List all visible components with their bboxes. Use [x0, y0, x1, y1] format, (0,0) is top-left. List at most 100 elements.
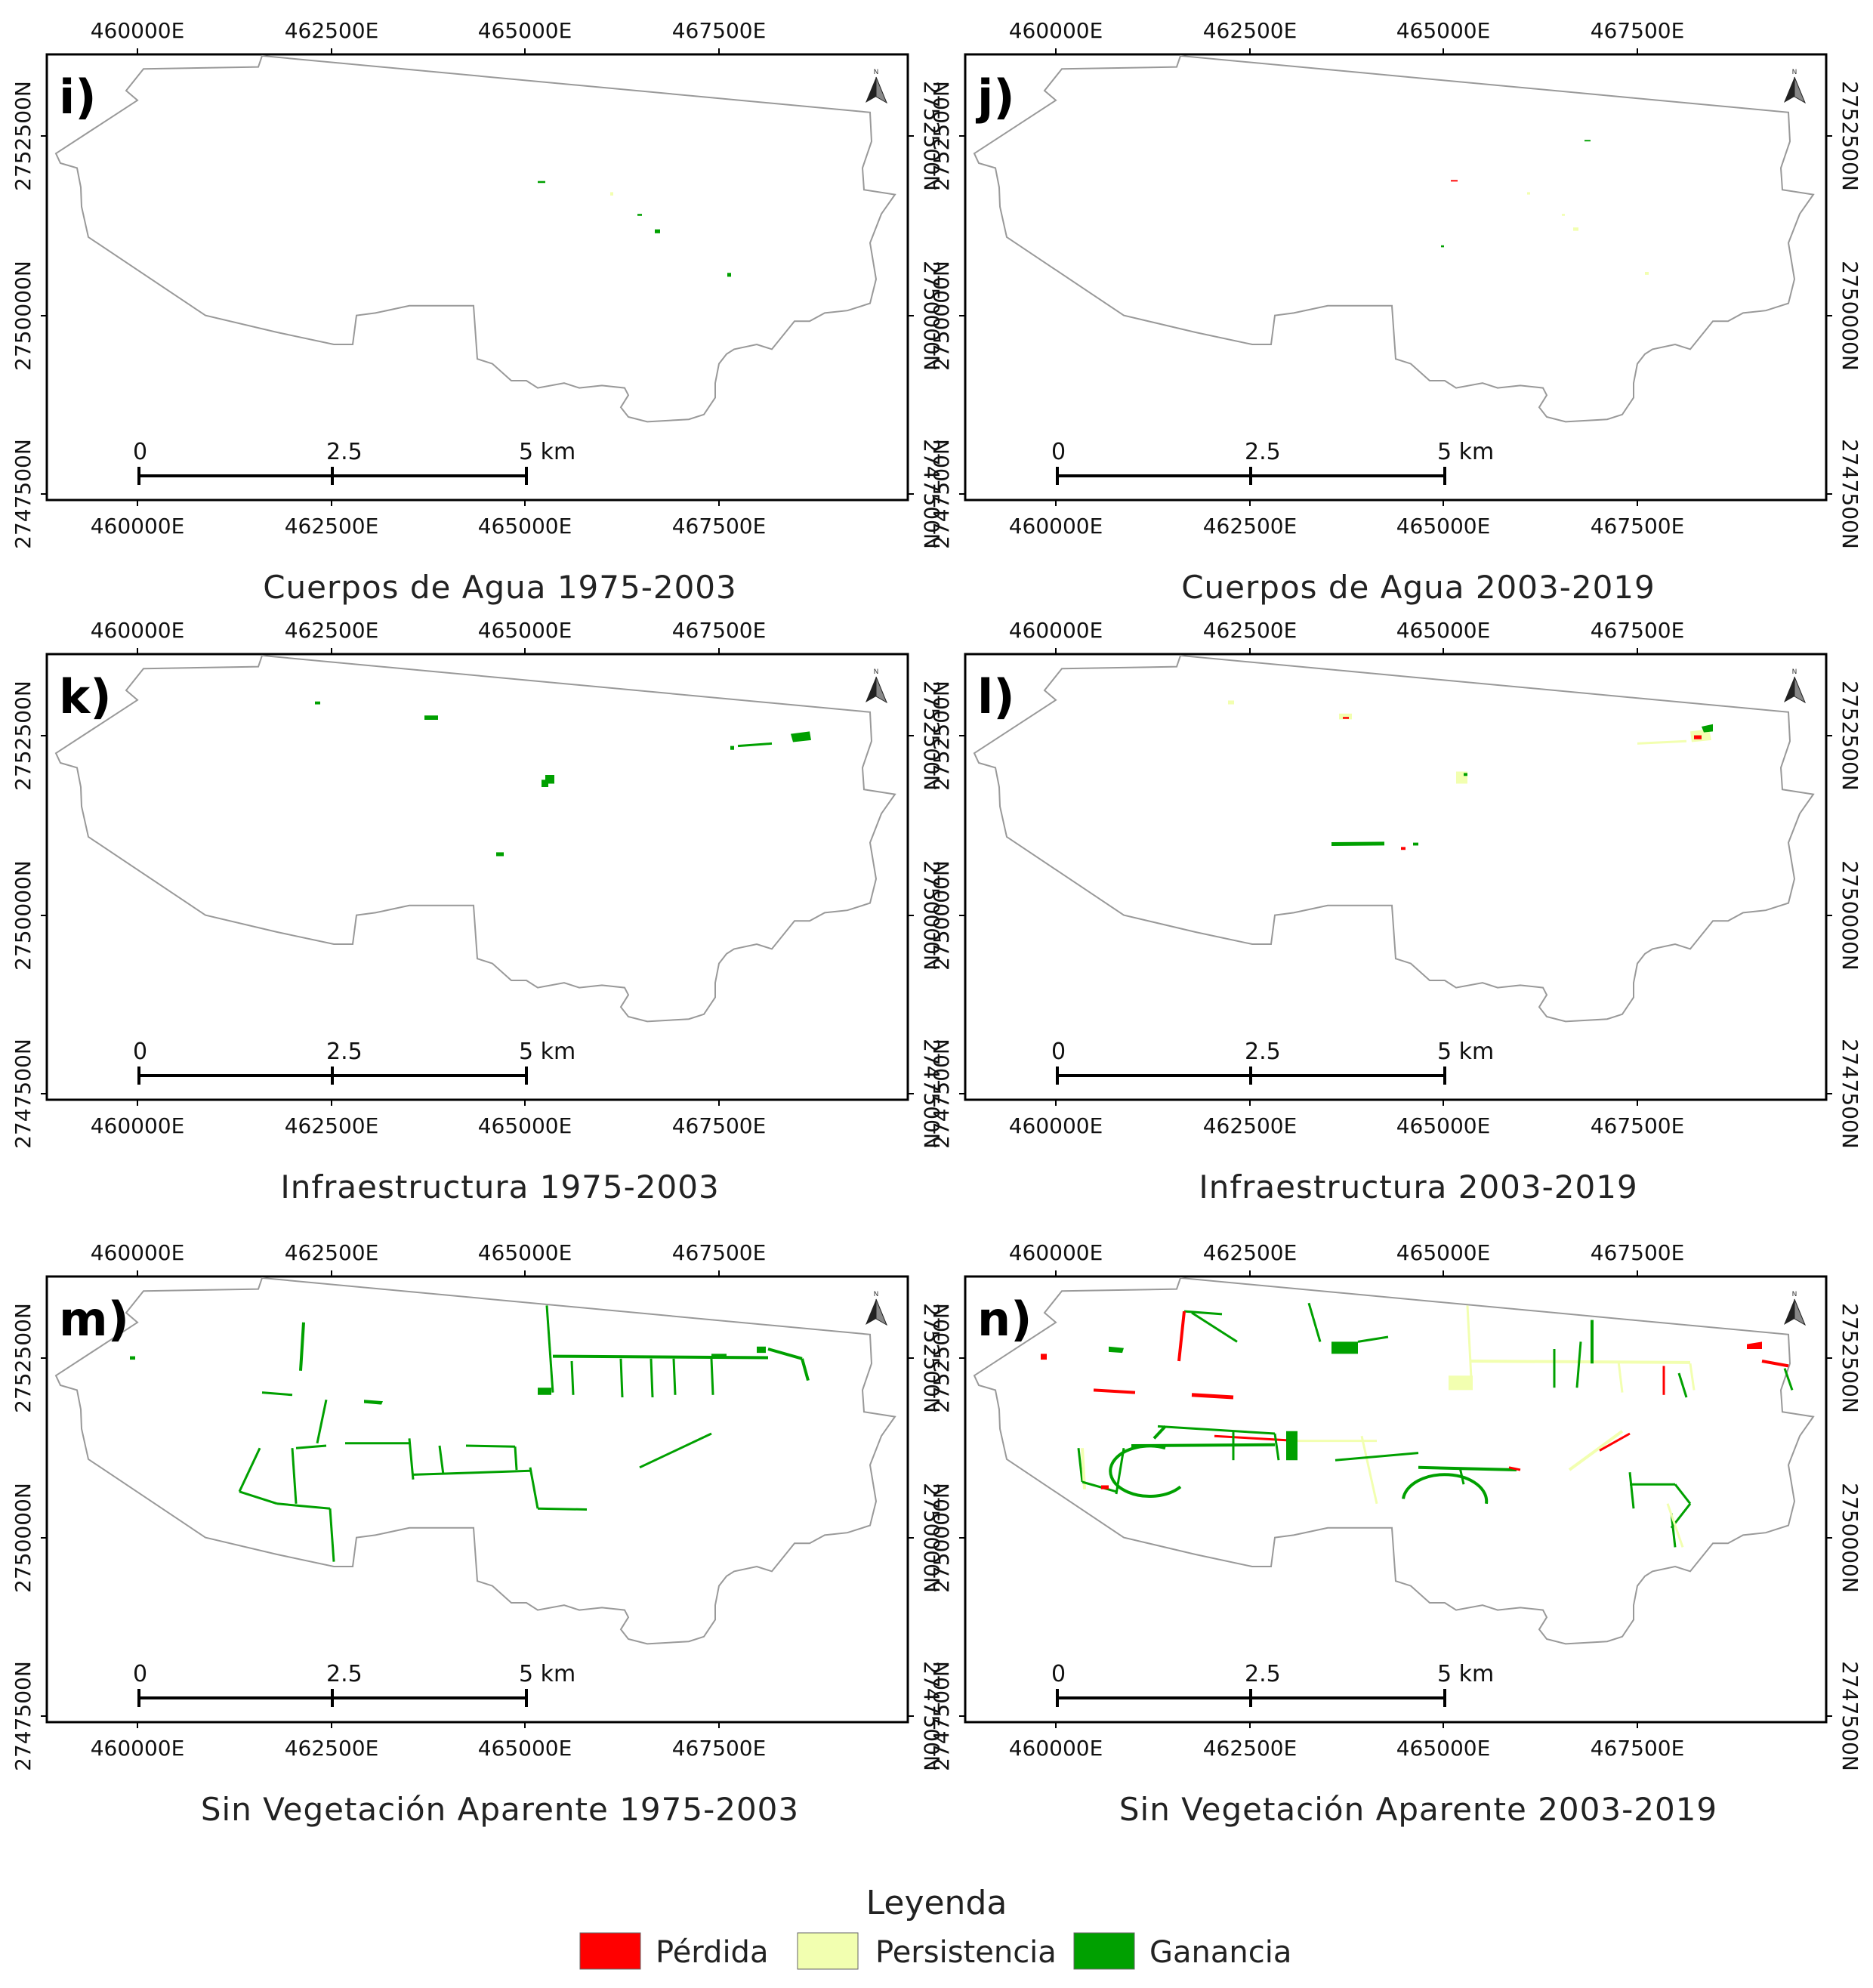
y-tick-label-right: 2747500N [919, 1661, 944, 1771]
change-line-g [1183, 1310, 1223, 1316]
scale-bar-label: 2.5 [1245, 1661, 1281, 1687]
map-panel-i: 460000E 460000E 462500E 462500E 465000E 46500… [11, 18, 944, 606]
x-tick-label-bottom: 467500E [672, 1736, 767, 1761]
x-tick-label-top: 462500E [285, 18, 379, 43]
change-patch-r [1451, 180, 1458, 182]
north-arrow-icon: N [1784, 668, 1807, 704]
x-tick-label-top: 465000E [1396, 1240, 1491, 1265]
change-line-r [1599, 1432, 1631, 1452]
north-arrow-right-half [875, 76, 888, 104]
change-patch-y [610, 192, 613, 196]
change-line-g [529, 1467, 539, 1509]
north-arrow-right-half [875, 1298, 888, 1326]
x-tick-label-bottom: 465000E [1396, 514, 1491, 539]
x-tick-label-bottom: 462500E [1203, 1736, 1298, 1761]
change-line-y [1360, 1435, 1378, 1505]
change-patch-g [711, 1354, 727, 1359]
scale-bar-label: 5 km [519, 1039, 575, 1065]
x-tick-label-bottom: 460000E [1009, 1736, 1103, 1761]
x-tick-label-bottom: 465000E [478, 1113, 572, 1138]
north-arrow-label: N [1792, 1291, 1797, 1298]
change-line-g [1335, 1452, 1419, 1462]
north-arrow-icon: N [866, 69, 888, 104]
y-tick-label-left: 2752500N [11, 681, 35, 791]
y-tick-label-right: 2752500N [1838, 681, 1862, 791]
change-line-g [299, 1322, 305, 1371]
legend: Leyenda Pérdida Persistencia Ganancia [579, 1884, 1291, 1970]
change-arc-g [1403, 1474, 1486, 1504]
x-tick-label-bottom: 462500E [285, 514, 379, 539]
change-patch-g [637, 214, 642, 216]
x-tick-label-top: 462500E [1203, 18, 1298, 43]
x-tick-label-top: 460000E [91, 18, 185, 43]
change-patch-g [538, 1388, 551, 1395]
x-tick-label-top: 467500E [1591, 18, 1685, 43]
map-panel-j: 460000E 460000E 462500E 462500E 465000E 46500… [929, 18, 1862, 606]
north-arrow-left-half [1784, 677, 1794, 702]
change-line-r [1093, 1388, 1136, 1394]
change-line-r [1214, 1434, 1298, 1443]
x-tick-label-top: 467500E [672, 1240, 767, 1265]
change-line-r [1761, 1360, 1789, 1368]
scale-bar-label: 0 [133, 1661, 147, 1687]
map-frame [964, 1275, 1828, 1724]
x-tick-label-top: 465000E [478, 18, 572, 43]
legend-label-perdida: Pérdida [656, 1935, 768, 1970]
change-patch-r [1401, 847, 1406, 850]
study-area-boundary [973, 54, 1815, 423]
x-tick-label-top: 465000E [1396, 18, 1491, 43]
change-line-g [1077, 1448, 1084, 1483]
change-line-g [276, 1502, 331, 1510]
map-frame [45, 53, 909, 502]
change-line-g [710, 1358, 714, 1395]
scale-bar: 0 2.5 5 km [133, 1661, 575, 1707]
panel-letter: k) [59, 669, 112, 724]
y-tick-label-left: 2750000N [11, 261, 35, 371]
north-arrow-label: N [874, 668, 879, 676]
y-tick-label-right: 2752500N [919, 81, 944, 191]
change-patch-r [1101, 1485, 1109, 1489]
x-tick-label-top: 467500E [1591, 1240, 1685, 1265]
y-tick-label-right: 2752500N [1838, 1303, 1862, 1413]
y-tick-label-right: 2752500N [1838, 81, 1862, 191]
x-tick-label-bottom: 460000E [91, 1113, 185, 1138]
change-patch-r [1041, 1354, 1047, 1360]
scale-bar-label: 5 km [1437, 1039, 1494, 1065]
change-patch-g [496, 852, 504, 857]
y-tick-label-left: 2747500N [929, 1039, 954, 1149]
x-tick-label-top: 460000E [1009, 18, 1103, 43]
x-tick-label-bottom: 465000E [1396, 1113, 1491, 1138]
map-panel-n: 460000E 460000E 462500E 462500E 465000E 46500… [929, 1240, 1862, 1828]
scale-bar-label: 5 km [1437, 1661, 1494, 1687]
x-tick-label-top: 467500E [1591, 618, 1685, 643]
change-line-g [537, 1507, 588, 1511]
x-tick-label-bottom: 467500E [1591, 514, 1685, 539]
y-tick-label-right: 2747500N [1838, 1661, 1862, 1771]
x-tick-label-top: 465000E [478, 1240, 572, 1265]
change-line-r [1191, 1393, 1234, 1400]
panel-letter: i) [59, 69, 97, 125]
scale-bar-label: 5 km [519, 1661, 575, 1687]
change-line-y [1637, 739, 1687, 745]
change-line-g [291, 1448, 298, 1504]
y-tick-label-left: 2747500N [11, 1661, 35, 1771]
north-arrow-label: N [1792, 69, 1797, 76]
change-patch-r [1694, 735, 1702, 739]
north-arrow-label: N [874, 69, 879, 76]
scale-bar: 0 2.5 5 km [1051, 439, 1494, 485]
map-frame [45, 653, 909, 1101]
north-arrow-right-half [1794, 1298, 1807, 1326]
study-area-boundary [54, 1276, 896, 1645]
change-line-g [438, 1445, 445, 1475]
change-line-g [316, 1399, 328, 1444]
y-tick-label-left: 2750000N [929, 261, 954, 371]
change-patch-g [757, 1346, 766, 1354]
change-line-g [1575, 1341, 1582, 1388]
north-arrow-left-half [1784, 77, 1794, 103]
scale-bar: 0 2.5 5 km [133, 1039, 575, 1085]
change-line-g [408, 1438, 415, 1480]
study-area-boundary [54, 654, 896, 1023]
y-tick-label-right: 2747500N [1838, 1039, 1862, 1149]
legend-item-persistencia: Persistencia [797, 1932, 1057, 1970]
